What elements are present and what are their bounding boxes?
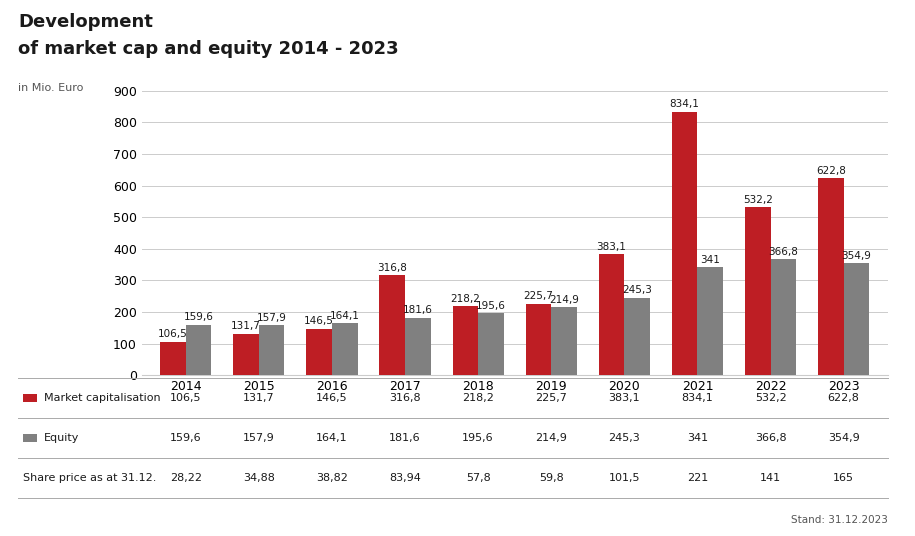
Bar [624, 297, 650, 375]
Text: 157,9: 157,9 [257, 313, 286, 323]
Text: 38,82: 38,82 [316, 473, 348, 483]
Text: 157,9: 157,9 [242, 433, 274, 443]
Text: 316,8: 316,8 [377, 263, 407, 273]
Text: 622,8: 622,8 [828, 393, 859, 403]
Text: Stand: 31.12.2023: Stand: 31.12.2023 [791, 515, 888, 525]
Text: Share price as at 31.12.: Share price as at 31.12. [23, 473, 156, 483]
Text: 354,9: 354,9 [828, 433, 859, 443]
Text: 245,3: 245,3 [608, 433, 640, 443]
Text: 214,9: 214,9 [535, 433, 567, 443]
Bar [332, 323, 358, 375]
Text: 383,1: 383,1 [608, 393, 640, 403]
Text: 341: 341 [687, 433, 708, 443]
Text: 341: 341 [700, 255, 720, 265]
Text: 214,9: 214,9 [549, 295, 579, 305]
Text: 532,2: 532,2 [755, 393, 787, 403]
Text: 366,8: 366,8 [755, 433, 786, 443]
Text: 195,6: 195,6 [476, 301, 506, 311]
Text: 181,6: 181,6 [403, 306, 433, 315]
Text: 106,5: 106,5 [158, 329, 188, 339]
Text: 141: 141 [760, 473, 781, 483]
Text: 195,6: 195,6 [462, 433, 494, 443]
Text: 159,6: 159,6 [170, 433, 201, 443]
Text: 83,94: 83,94 [389, 473, 421, 483]
Text: 131,7: 131,7 [243, 393, 274, 403]
Text: 218,2: 218,2 [462, 393, 494, 403]
Text: 59,8: 59,8 [539, 473, 564, 483]
Text: 622,8: 622,8 [816, 166, 845, 176]
Text: 221: 221 [687, 473, 708, 483]
Bar [453, 306, 479, 375]
Text: 225,7: 225,7 [535, 393, 567, 403]
Text: 834,1: 834,1 [670, 99, 700, 109]
Bar [672, 111, 697, 375]
Text: 34,88: 34,88 [242, 473, 274, 483]
Bar [186, 325, 211, 375]
Text: 57,8: 57,8 [466, 473, 490, 483]
Bar [233, 333, 259, 375]
Bar [525, 304, 551, 375]
Bar [551, 307, 576, 375]
Text: 834,1: 834,1 [682, 393, 714, 403]
Bar [818, 178, 844, 375]
Bar [259, 325, 285, 375]
Text: 316,8: 316,8 [389, 393, 421, 403]
Text: 354,9: 354,9 [842, 250, 871, 260]
Text: Market capitalisation: Market capitalisation [44, 393, 160, 403]
Bar [307, 329, 332, 375]
Bar [745, 207, 770, 375]
Text: 245,3: 245,3 [622, 285, 652, 295]
Text: 165: 165 [834, 473, 855, 483]
Text: 532,2: 532,2 [743, 195, 772, 205]
Text: 383,1: 383,1 [597, 242, 627, 251]
Bar [160, 341, 186, 375]
Bar [697, 267, 723, 375]
Text: 101,5: 101,5 [608, 473, 640, 483]
Text: of market cap and equity 2014 - 2023: of market cap and equity 2014 - 2023 [18, 40, 399, 58]
Text: Development: Development [18, 13, 153, 32]
Text: in Mio. Euro: in Mio. Euro [18, 83, 83, 93]
Text: 146,5: 146,5 [316, 393, 348, 403]
Bar [598, 254, 624, 375]
Bar [770, 259, 796, 375]
Text: 225,7: 225,7 [523, 292, 554, 301]
Text: 146,5: 146,5 [304, 316, 334, 326]
Text: 131,7: 131,7 [231, 321, 261, 331]
Bar [479, 314, 504, 375]
Text: 159,6: 159,6 [184, 312, 213, 322]
Text: 181,6: 181,6 [389, 433, 421, 443]
Text: 218,2: 218,2 [450, 294, 480, 304]
Text: 164,1: 164,1 [316, 433, 348, 443]
Bar [380, 275, 405, 375]
Text: 28,22: 28,22 [169, 473, 201, 483]
Bar [844, 263, 869, 375]
Text: 164,1: 164,1 [329, 311, 360, 321]
Text: Equity: Equity [44, 433, 80, 443]
Bar [405, 318, 431, 375]
Text: 106,5: 106,5 [170, 393, 201, 403]
Text: 366,8: 366,8 [769, 247, 798, 257]
